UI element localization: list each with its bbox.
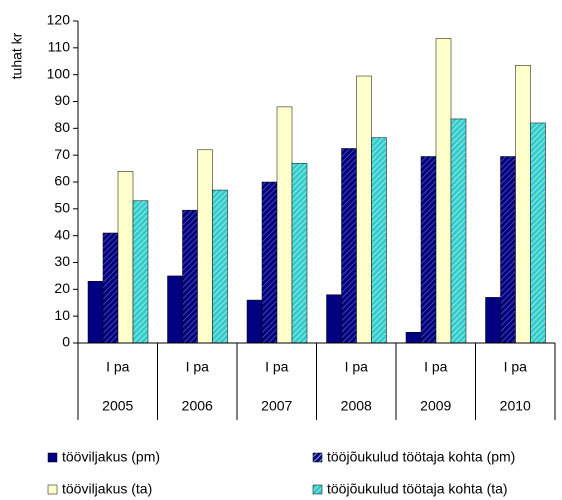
bar bbox=[102, 232, 119, 344]
y-tick-label: 30 bbox=[54, 253, 70, 269]
period-label: I pa bbox=[504, 359, 528, 375]
bar bbox=[197, 149, 213, 344]
legend-swatch bbox=[312, 484, 323, 495]
bar bbox=[212, 189, 228, 344]
y-tick-label: 60 bbox=[54, 173, 70, 189]
y-axis-label: tuhat kr bbox=[9, 32, 25, 79]
bar bbox=[356, 75, 372, 344]
bar bbox=[291, 162, 308, 344]
legend-label: tööviljakus (pm) bbox=[62, 449, 160, 465]
bar bbox=[420, 156, 437, 344]
bar bbox=[371, 137, 387, 344]
bar bbox=[450, 118, 467, 344]
y-tick-label: 110 bbox=[48, 39, 71, 55]
y-tick-label: 20 bbox=[54, 280, 70, 296]
x-tick-label: 2008 bbox=[341, 398, 372, 414]
bar bbox=[276, 106, 293, 344]
bar bbox=[341, 148, 357, 344]
legend-swatch bbox=[312, 452, 323, 463]
bar bbox=[485, 297, 501, 344]
period-label: I pa bbox=[106, 359, 130, 375]
y-tick-label: 90 bbox=[54, 92, 70, 108]
bar bbox=[261, 181, 278, 344]
bar bbox=[132, 200, 149, 344]
bar bbox=[246, 299, 263, 344]
bar bbox=[530, 122, 546, 344]
legend-label: tööviljakus (ta) bbox=[62, 481, 152, 497]
x-tick-label: 2005 bbox=[102, 398, 133, 414]
y-tick-label: 50 bbox=[54, 200, 70, 216]
x-tick-label: 2007 bbox=[261, 398, 292, 414]
legend-swatch bbox=[47, 484, 58, 495]
period-label: I pa bbox=[265, 359, 289, 375]
bar bbox=[515, 65, 531, 344]
y-tick-label: 70 bbox=[54, 146, 70, 162]
period-label: I pa bbox=[424, 359, 448, 375]
x-tick-label: 2006 bbox=[182, 398, 213, 414]
y-tick-label: 0 bbox=[62, 334, 70, 350]
bar bbox=[167, 275, 183, 344]
bar bbox=[117, 171, 134, 344]
y-tick-label: 100 bbox=[47, 65, 71, 81]
legend-swatch bbox=[47, 452, 58, 463]
legend-label: tööjõukulud töötaja kohta (pm) bbox=[327, 449, 515, 465]
y-tick-label: 10 bbox=[54, 307, 70, 323]
y-tick-label: 40 bbox=[54, 226, 70, 242]
x-tick-label: 2010 bbox=[500, 398, 531, 414]
period-label: I pa bbox=[345, 359, 369, 375]
bar bbox=[182, 209, 198, 344]
x-tick-label: 2009 bbox=[420, 398, 451, 414]
bar bbox=[435, 38, 452, 344]
bar bbox=[326, 294, 342, 344]
y-tick-label: 120 bbox=[47, 12, 71, 28]
bar bbox=[500, 156, 516, 344]
bar bbox=[87, 281, 104, 344]
bar bbox=[405, 332, 422, 344]
y-tick-label: 80 bbox=[54, 119, 70, 135]
legend-label: tööjõukulud töötaja kohta (ta) bbox=[327, 481, 508, 497]
period-label: I pa bbox=[186, 359, 210, 375]
